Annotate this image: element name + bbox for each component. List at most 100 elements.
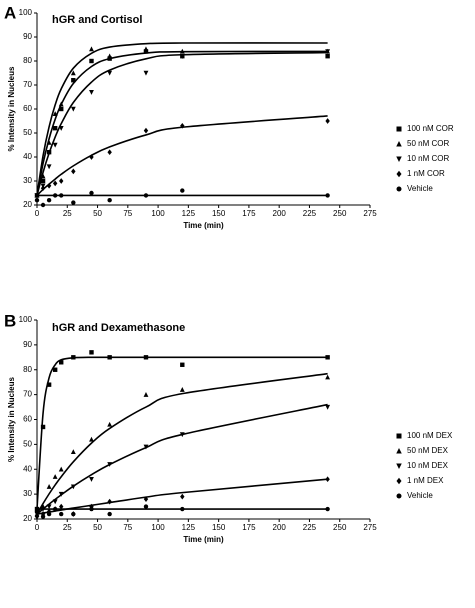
x-tick-label: 75 [123, 523, 132, 532]
data-point [71, 168, 76, 175]
data-point [71, 355, 76, 360]
data-point [52, 142, 58, 148]
x-tick-label: 150 [212, 209, 226, 218]
data-point [58, 126, 64, 131]
data-point [143, 193, 149, 198]
data-point [59, 106, 64, 112]
y-tick-label: 100 [19, 8, 33, 17]
data-point [143, 355, 149, 360]
legend-label: Vehicle [407, 491, 433, 500]
fit-curve [36, 372, 328, 515]
fit-curve [36, 51, 328, 196]
data-point [59, 178, 64, 184]
data-point [143, 46, 149, 52]
data-point [143, 127, 149, 134]
y-tick-label: 60 [23, 104, 32, 113]
data-point [325, 506, 330, 512]
legend-marker [396, 448, 402, 454]
data-point [325, 49, 331, 55]
x-axis-label: Time (min) [183, 221, 224, 230]
legend-marker [396, 126, 402, 132]
data-point [143, 70, 149, 76]
data-point [59, 193, 64, 198]
x-tick-label: 200 [273, 209, 287, 218]
data-point [46, 164, 52, 170]
data-point [107, 70, 113, 76]
data-point [46, 504, 52, 510]
data-point [52, 506, 58, 512]
data-point [34, 197, 40, 203]
x-tick-label: 125 [182, 209, 196, 218]
y-tick-label: 50 [23, 439, 32, 448]
data-point [180, 362, 185, 367]
data-point [180, 122, 185, 129]
data-point [40, 185, 46, 192]
y-tick-label: 20 [23, 514, 32, 523]
legend-label: 100 nM COR [407, 124, 454, 133]
x-tick-label: 225 [303, 523, 317, 532]
x-tick-label: 50 [93, 209, 102, 218]
data-point [143, 391, 149, 397]
data-point [107, 355, 112, 360]
legend-marker [396, 463, 402, 469]
x-tick-label: 250 [333, 523, 347, 532]
data-point [325, 118, 330, 124]
data-point [89, 46, 94, 52]
x-tick-label: 275 [363, 209, 377, 218]
legend-marker [396, 186, 402, 192]
x-tick-label: 175 [242, 523, 256, 532]
data-point [325, 404, 331, 410]
data-point [107, 511, 112, 517]
legend-marker [396, 156, 402, 162]
x-tick-label: 50 [93, 523, 102, 532]
data-point [180, 493, 185, 500]
data-point [89, 190, 94, 196]
data-point [40, 178, 46, 184]
x-tick-label: 200 [273, 523, 287, 532]
data-point [52, 367, 58, 372]
data-point [59, 360, 64, 365]
data-point [89, 436, 94, 442]
y-axis-label: % Intensity in Nucleus [7, 376, 16, 461]
x-tick-label: 275 [363, 523, 377, 532]
data-point [179, 54, 185, 59]
y-tick-label: 50 [23, 128, 32, 137]
y-tick-label: 20 [23, 200, 32, 209]
data-point [107, 53, 113, 59]
x-tick-label: 250 [333, 209, 347, 218]
data-point [89, 90, 94, 95]
data-point [89, 477, 94, 482]
data-point [143, 444, 149, 450]
y-tick-label: 30 [23, 489, 32, 498]
y-tick-label: 80 [23, 56, 32, 65]
legend-marker [396, 493, 402, 499]
data-point [58, 466, 64, 472]
y-tick-label: 30 [23, 176, 32, 185]
data-point [52, 193, 58, 198]
legend-label: Vehicle [407, 184, 433, 193]
x-tick-label: 0 [35, 209, 40, 218]
data-point [180, 506, 185, 512]
data-point [40, 202, 46, 208]
data-point [58, 491, 64, 497]
data-point [52, 111, 58, 116]
data-point [89, 154, 94, 160]
x-tick-label: 75 [123, 209, 132, 218]
legend-marker [396, 141, 402, 147]
legend-marker [396, 170, 402, 178]
y-tick-label: 70 [23, 80, 32, 89]
x-tick-label: 175 [242, 209, 256, 218]
chart-title: hGR and Cortisol [52, 14, 142, 26]
y-tick-label: 70 [23, 390, 32, 399]
data-point [70, 106, 76, 112]
data-point [34, 513, 40, 520]
data-point [180, 188, 185, 193]
data-point [325, 374, 331, 380]
data-point [325, 355, 330, 360]
data-point [46, 197, 52, 203]
x-tick-label: 225 [303, 209, 317, 218]
data-point [52, 180, 58, 187]
data-point [59, 511, 64, 517]
data-point [70, 70, 76, 76]
